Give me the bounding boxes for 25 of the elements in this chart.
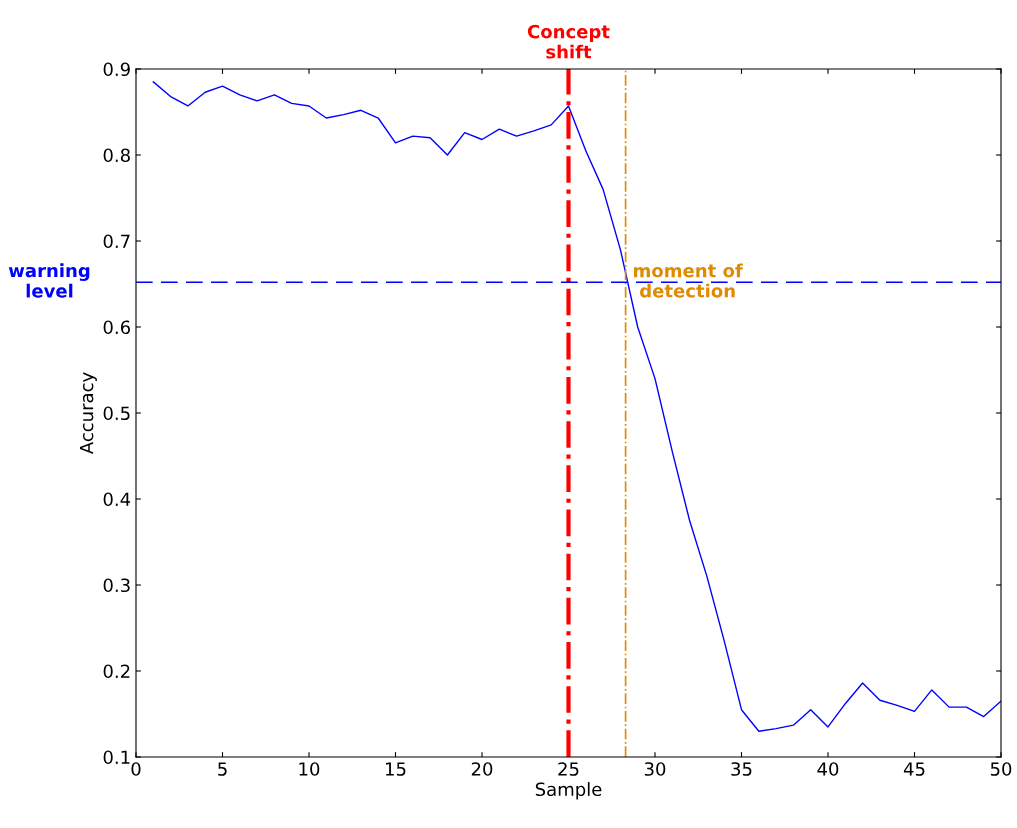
- x-tick-label: 35: [731, 762, 752, 776]
- ref-line-label: Concept shift: [527, 24, 610, 59]
- x-tick-label: 0: [131, 762, 141, 776]
- x-tick-label: 20: [471, 762, 493, 776]
- y-tick-label: 0.4: [103, 492, 131, 507]
- y-tick-label: 0.7: [103, 234, 130, 249]
- y-tick-label: 0.6: [103, 320, 130, 335]
- x-tick-label: 50: [990, 762, 1012, 776]
- y-tick-label: 0.5: [103, 406, 130, 421]
- x-tick-label: 40: [817, 762, 839, 776]
- x-tick-label: 30: [644, 762, 666, 776]
- x-tick-label: 25: [558, 762, 579, 776]
- y-tick-label: 0.9: [103, 62, 130, 77]
- x-axis-title: Sample: [535, 782, 602, 800]
- y-tick-label: 0.2: [103, 664, 130, 679]
- x-tick-label: 10: [299, 762, 320, 776]
- ref-line-label: moment of detection: [634, 263, 743, 298]
- y-axis-title: Accuracy: [79, 372, 97, 455]
- y-tick-label: 0.1: [103, 750, 130, 765]
- x-tick-label: 15: [386, 762, 406, 776]
- ref-line-label: warning level: [8, 263, 90, 298]
- x-tick-label: 45: [903, 762, 925, 776]
- y-tick-label: 0.3: [103, 578, 130, 593]
- y-tick-label: 0.8: [103, 148, 130, 163]
- x-tick-label: 5: [218, 762, 227, 776]
